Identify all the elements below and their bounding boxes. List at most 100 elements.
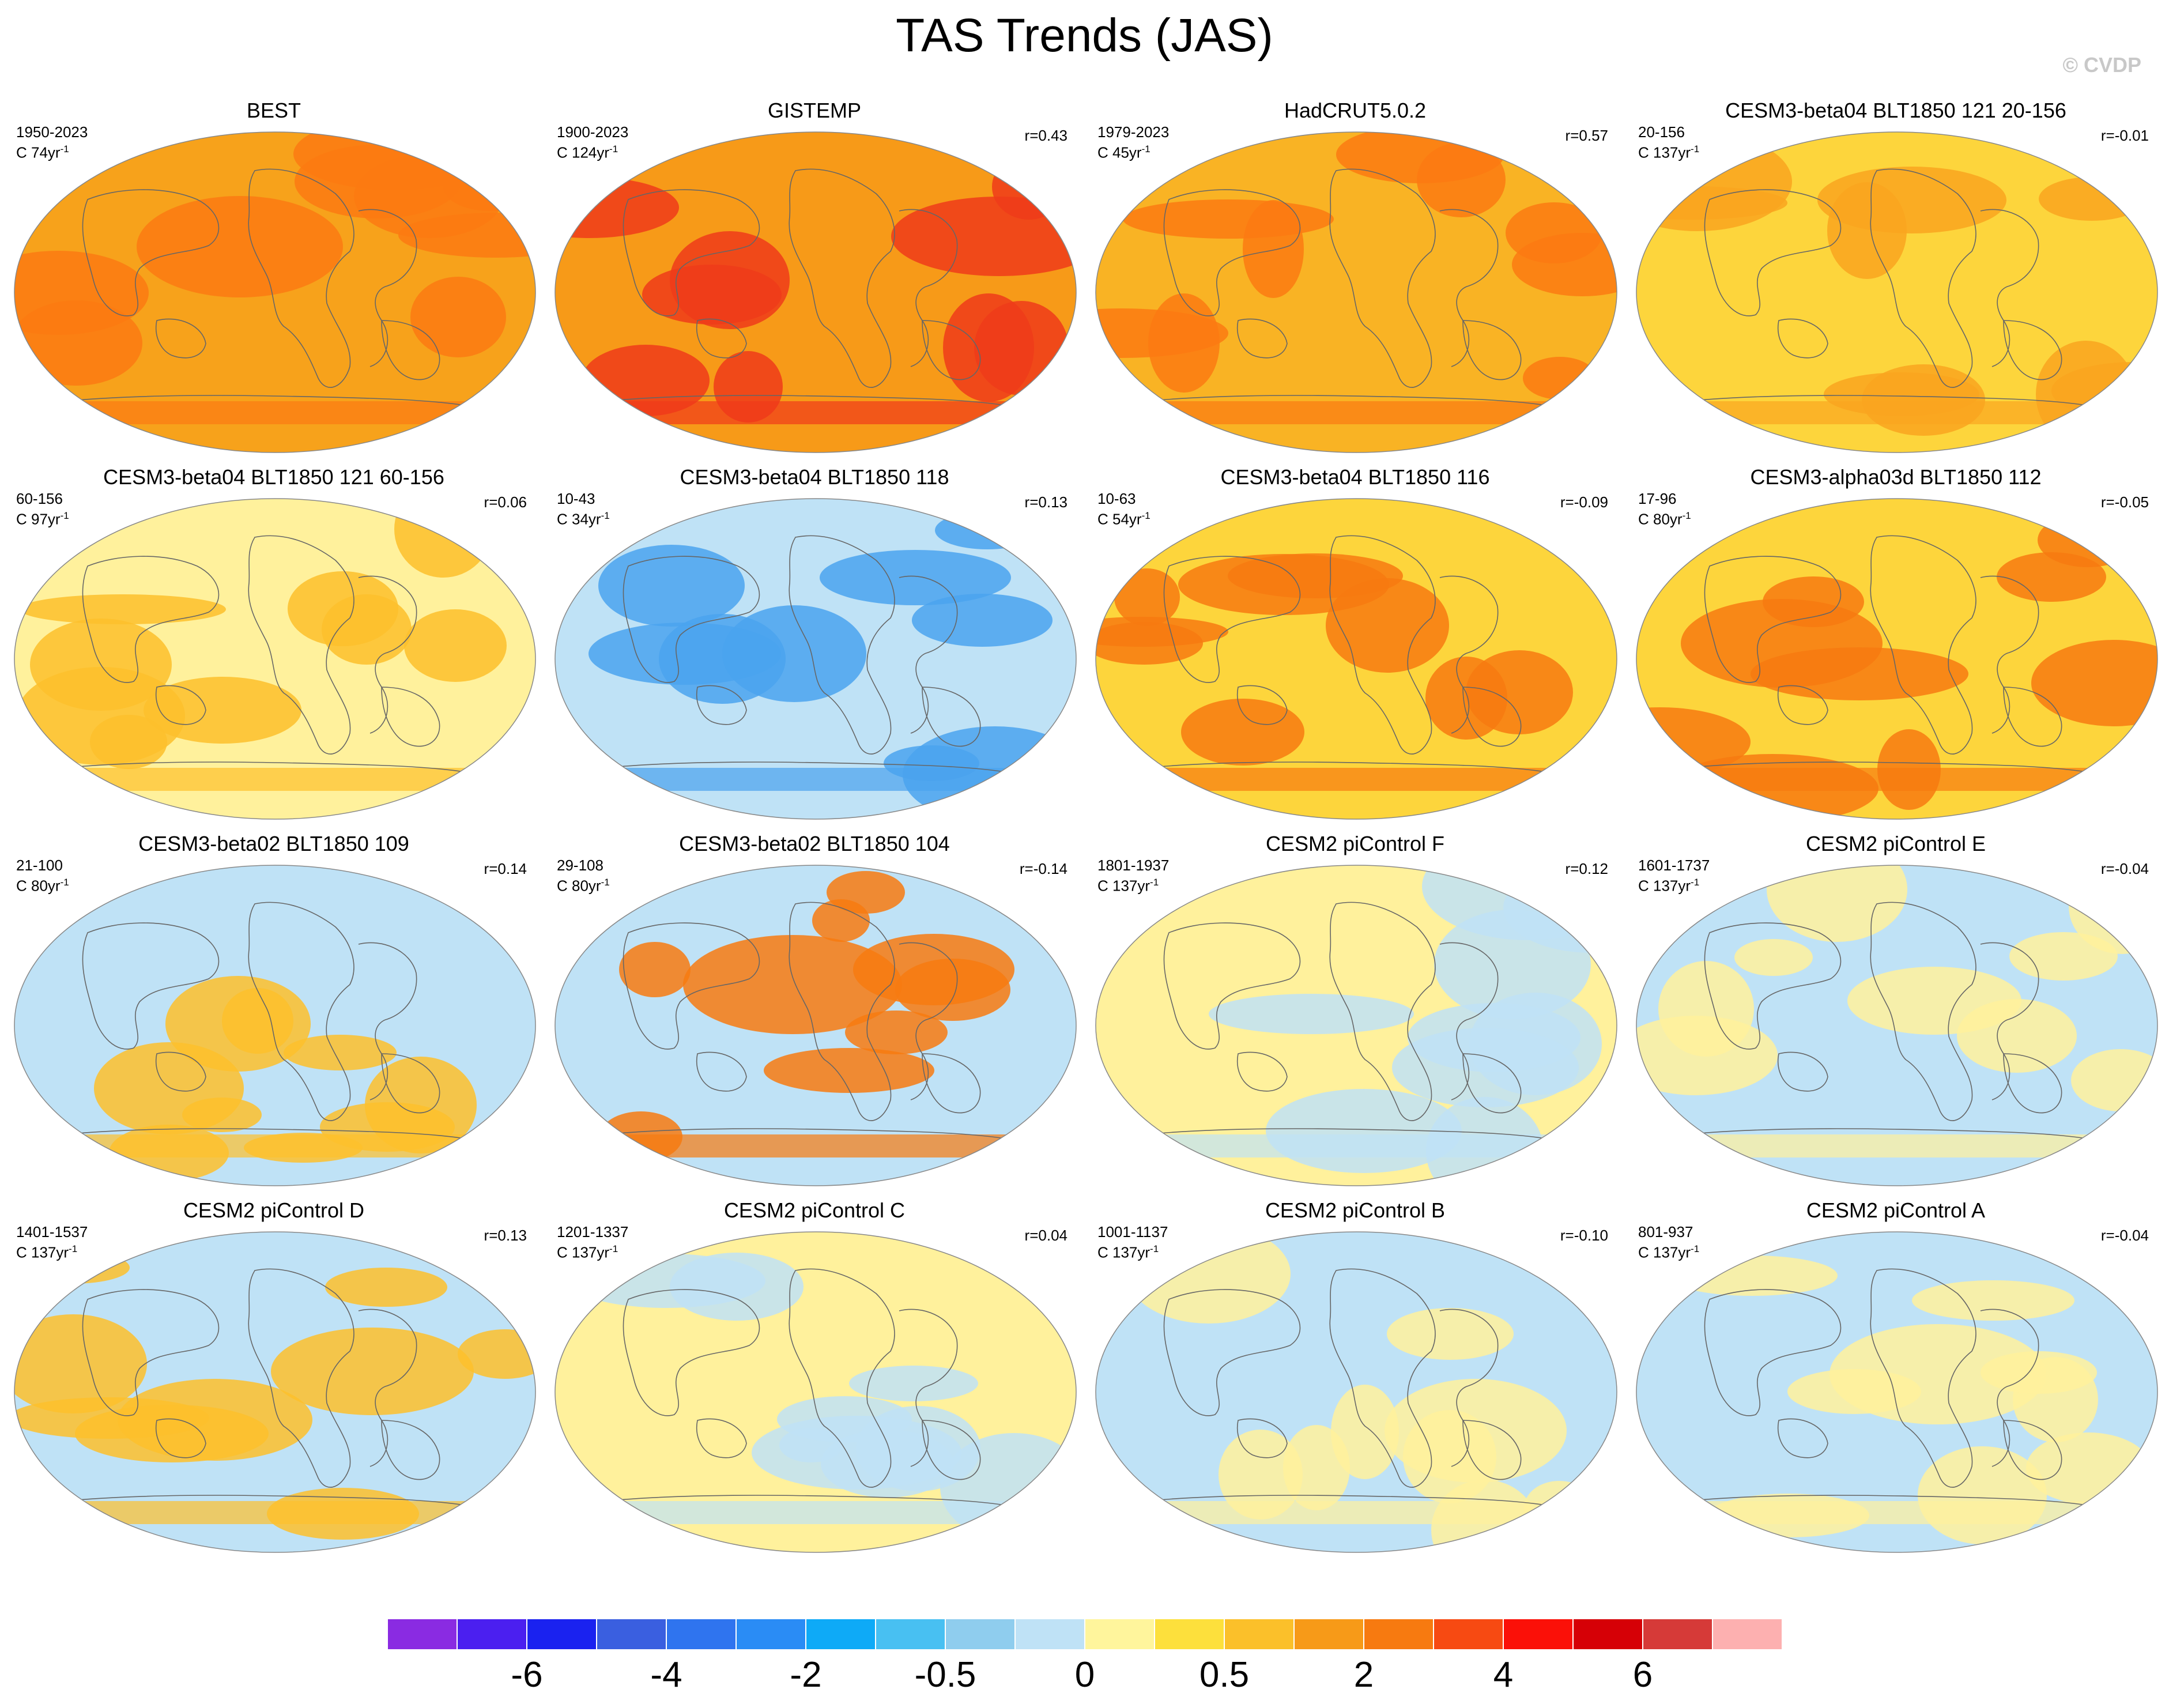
- coastline: [1439, 575, 1499, 734]
- coastline: [1145, 1495, 1579, 1513]
- coastline: [64, 1128, 497, 1147]
- coastline: [1980, 1309, 2039, 1467]
- coastline: [1778, 1051, 1828, 1092]
- map-panel: CESM3-beta04 BLT1850 121 20-156 20-156 C 1…: [1628, 98, 2164, 457]
- panel-title: CESM2 piControl E: [1805, 832, 1986, 855]
- map-panel: CESM2 piControl E 1601-1737 C 137yr-1 r=-0.…: [1628, 831, 2164, 1190]
- trend-anomaly: [598, 545, 745, 627]
- colorbar-swatch: [527, 1619, 597, 1650]
- trend-anomaly: [1997, 552, 2106, 602]
- trend-anomaly: [14, 1314, 147, 1413]
- panel-correlation: r=0.57: [1565, 127, 1608, 144]
- panel-period: 1900-2023: [557, 123, 629, 141]
- trend-anomaly: [1425, 657, 1507, 740]
- coastline: [248, 1268, 354, 1488]
- coastline: [82, 922, 220, 1050]
- trend-anomaly: [764, 1048, 934, 1093]
- panel-period: 10-43: [557, 490, 595, 507]
- coastline: [82, 189, 220, 316]
- map-panel: CESM3-beta02 BLT1850 109 21-100 C 80yr-1 r=…: [6, 831, 542, 1190]
- panel-correlation: r=0.43: [1024, 127, 1067, 144]
- colorbar-swatch: [457, 1619, 527, 1650]
- figure-title: TAS Trends (JAS): [896, 9, 1273, 62]
- coastline: [789, 902, 895, 1121]
- map-border: [1095, 865, 1617, 1186]
- coastline: [696, 1418, 747, 1458]
- panel-trend-length: C 34yr-1: [557, 510, 610, 528]
- trend-anomaly: [670, 231, 790, 329]
- panel-trend-length: C 137yr-1: [1097, 877, 1159, 895]
- coastline: [1237, 1418, 1288, 1458]
- trend-anomaly: [20, 594, 226, 624]
- trend-anomaly: [2039, 177, 2145, 221]
- colorbar: [387, 1619, 1782, 1651]
- coastline: [381, 687, 440, 747]
- coastline: [605, 395, 1038, 413]
- panel-trend-length: C 45yr-1: [1097, 144, 1150, 161]
- robinson-map: [1095, 498, 1617, 820]
- coastline: [922, 320, 981, 380]
- coastline: [1980, 209, 2039, 367]
- coastline: [156, 1418, 206, 1458]
- coastline: [156, 318, 206, 359]
- map-panel: GISTEMP 1900-2023 C 124yr-1 r=0.43: [546, 98, 1082, 457]
- map-border: [14, 1231, 536, 1553]
- robinson-map: [1095, 865, 1617, 1186]
- coastline: [899, 575, 958, 734]
- colorbar-swatch: [387, 1619, 457, 1650]
- coastline: [1462, 320, 1522, 380]
- coastline: [1778, 1418, 1828, 1458]
- trend-anomaly: [1392, 1028, 1579, 1107]
- trend-anomaly: [752, 1416, 961, 1490]
- trend-anomaly: [1817, 167, 2006, 233]
- robinson-map: [14, 1231, 536, 1553]
- trend-anomaly: [992, 154, 1066, 220]
- coastline: [1686, 1495, 2119, 1513]
- trend-anomaly: [935, 511, 1040, 549]
- panel-correlation: r=0.13: [1024, 493, 1067, 511]
- colorbar-tick-label: 0: [1074, 1655, 1095, 1695]
- coastline: [358, 1309, 417, 1467]
- coastline: [1329, 902, 1436, 1121]
- panel-correlation: r=0.04: [1024, 1227, 1067, 1244]
- coastline: [696, 1051, 747, 1092]
- colorbar-tick-label: -2: [790, 1655, 822, 1695]
- robinson-map: [554, 865, 1077, 1186]
- panel-title: GISTEMP: [767, 99, 862, 122]
- panel-period: 10-63: [1097, 490, 1136, 507]
- coastline: [2003, 1420, 2062, 1480]
- trend-anomaly: [1636, 1016, 1778, 1095]
- trend-anomaly: [1403, 1410, 1496, 1503]
- panel-period: 1601-1737: [1638, 857, 1710, 874]
- coastline: [1329, 535, 1436, 755]
- panel-correlation: r=-0.05: [2100, 493, 2149, 511]
- coastline: [381, 1420, 440, 1480]
- coastline: [1163, 922, 1301, 1050]
- trend-anomaly: [1181, 699, 1304, 766]
- trend-anomaly: [1387, 1308, 1514, 1360]
- colorbar-tick-label: 6: [1632, 1655, 1653, 1695]
- colorbar-tick-label: 4: [1493, 1655, 1514, 1695]
- map-border: [14, 131, 536, 453]
- panel-period: 17-96: [1638, 490, 1677, 507]
- coastline: [696, 685, 747, 725]
- trend-anomaly: [295, 145, 461, 218]
- robinson-map: [1636, 1231, 2158, 1553]
- trend-anomaly: [820, 550, 1011, 605]
- panel-correlation: r=-0.10: [1560, 1227, 1608, 1244]
- trend-anomaly: [14, 300, 142, 386]
- panel-title: CESM3-beta04 BLT1850 118: [680, 465, 949, 489]
- colorbar-tick-label: 2: [1353, 1655, 1374, 1695]
- trend-anomaly: [1734, 939, 1813, 976]
- trend-anomaly: [1787, 1369, 1921, 1414]
- coastline: [1870, 168, 1976, 388]
- panel-period: 1401-1537: [16, 1223, 88, 1241]
- trend-anomaly: [1981, 1351, 2097, 1394]
- map-border: [554, 1231, 1077, 1553]
- panel-trend-length: C 137yr-1: [1638, 144, 1700, 161]
- panel-trend-length: C 137yr-1: [557, 1243, 618, 1261]
- coastline: [1462, 687, 1522, 747]
- robinson-map: [554, 498, 1077, 820]
- panel-title: CESM3-alpha03d BLT1850 112: [1750, 465, 2042, 489]
- coastline: [64, 395, 497, 413]
